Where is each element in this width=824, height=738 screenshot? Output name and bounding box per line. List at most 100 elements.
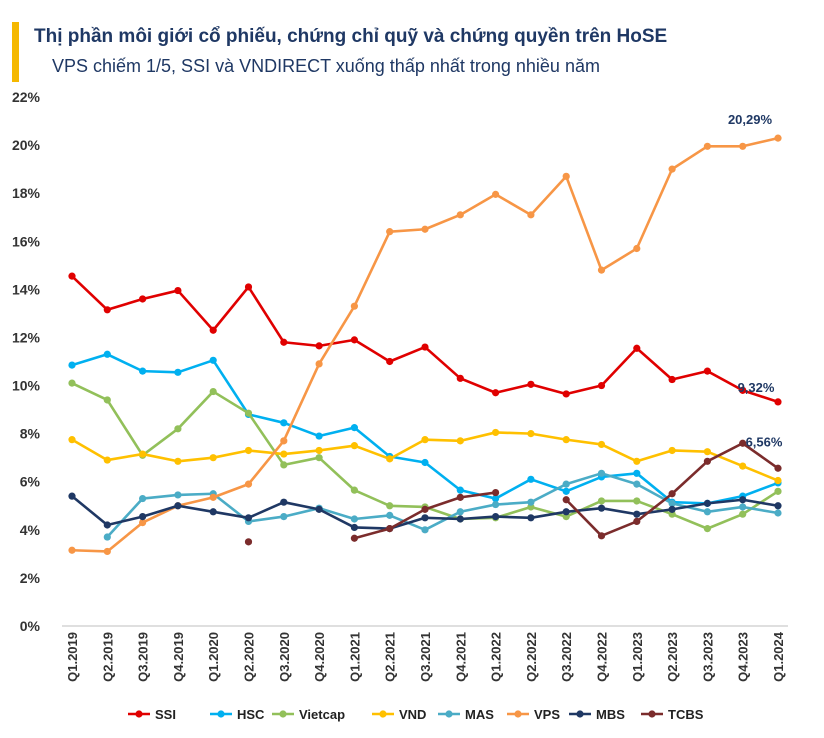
data-point-mas bbox=[633, 480, 641, 488]
data-point-ssi bbox=[139, 295, 147, 303]
data-point-tcbs bbox=[703, 457, 712, 465]
data-point-vps bbox=[244, 480, 253, 488]
data-point-ssi bbox=[315, 342, 323, 350]
y-tick-label: 14% bbox=[12, 281, 41, 297]
chart-title: Thị phần môi giới cổ phiếu, chứng chỉ qu… bbox=[34, 26, 668, 47]
data-point-vps bbox=[456, 211, 464, 219]
data-point-vietcap bbox=[386, 502, 394, 510]
x-tick-label: Q3.2021 bbox=[418, 632, 433, 682]
data-point-mas bbox=[456, 508, 464, 516]
legend-label-ssi: SSI bbox=[155, 707, 176, 722]
data-point-vps bbox=[597, 266, 606, 274]
data-point-ssi bbox=[421, 343, 429, 351]
data-point-mas bbox=[421, 526, 429, 534]
data-point-mas bbox=[386, 511, 394, 519]
data-point-vietcap bbox=[209, 387, 217, 396]
data-point-mbs bbox=[456, 515, 464, 523]
data-point-ssi bbox=[456, 374, 464, 382]
x-tick-label: Q1.2024 bbox=[771, 631, 786, 682]
data-point-tcbs bbox=[562, 496, 570, 504]
data-point-mbs bbox=[739, 496, 747, 504]
data-point-vps bbox=[209, 493, 217, 501]
data-point-tcbs bbox=[350, 534, 358, 542]
title-accent-bar bbox=[12, 22, 19, 82]
data-point-mbs bbox=[68, 492, 76, 500]
data-point-vietcap bbox=[315, 454, 323, 462]
data-point-vnd bbox=[774, 476, 782, 485]
data-point-ssi bbox=[244, 283, 253, 291]
data-point-mas bbox=[492, 500, 500, 509]
data-point-mbs bbox=[315, 505, 323, 513]
legend-label-vnd: VND bbox=[399, 707, 426, 722]
data-point-mas bbox=[350, 515, 358, 523]
data-point-hsc bbox=[68, 361, 76, 369]
y-tick-label: 20% bbox=[12, 137, 41, 153]
x-tick-label: Q2.2019 bbox=[100, 632, 115, 682]
data-point-vnd bbox=[350, 442, 358, 450]
data-point-vps bbox=[315, 360, 323, 368]
data-point-ssi bbox=[103, 306, 111, 314]
y-tick-label: 16% bbox=[12, 233, 41, 249]
data-point-tcbs bbox=[739, 439, 747, 447]
legend-marker-mbs bbox=[576, 710, 584, 718]
data-point-hsc bbox=[633, 469, 641, 477]
data-point-ssi bbox=[174, 286, 182, 295]
data-point-tcbs bbox=[386, 525, 394, 533]
data-point-mbs bbox=[421, 514, 429, 522]
x-tick-label: Q3.2020 bbox=[277, 632, 292, 682]
data-point-ssi bbox=[209, 326, 217, 334]
legend-label-tcbs: TCBS bbox=[668, 707, 704, 722]
data-point-vnd bbox=[103, 456, 111, 464]
data-point-vps bbox=[386, 228, 394, 236]
x-tick-label: Q4.2023 bbox=[736, 632, 751, 682]
data-point-hsc bbox=[492, 494, 500, 503]
y-tick-label: 4% bbox=[20, 522, 41, 538]
y-tick-label: 6% bbox=[20, 474, 41, 490]
data-point-mbs bbox=[244, 514, 253, 522]
data-point-mas bbox=[774, 509, 782, 517]
data-point-vietcap bbox=[103, 396, 111, 404]
data-point-ssi bbox=[668, 375, 676, 384]
x-tick-label: Q2.2021 bbox=[383, 632, 398, 682]
data-point-mas bbox=[527, 498, 535, 506]
data-point-vnd bbox=[703, 448, 712, 456]
data-point-tcbs bbox=[633, 517, 641, 526]
data-point-ssi bbox=[774, 398, 782, 406]
data-point-mbs bbox=[562, 508, 570, 516]
x-tick-label: Q4.2020 bbox=[312, 632, 327, 682]
data-point-mbs bbox=[703, 499, 712, 507]
data-point-tcbs bbox=[597, 532, 606, 540]
data-point-vietcap bbox=[774, 487, 782, 495]
x-tick-label: Q4.2022 bbox=[595, 632, 610, 682]
legend-label-hsc: HSC bbox=[237, 707, 265, 722]
data-point-vietcap bbox=[350, 486, 358, 494]
data-point-vps bbox=[668, 165, 676, 173]
data-point-vnd bbox=[280, 450, 288, 458]
data-point-mbs bbox=[209, 508, 217, 516]
data-point-ssi bbox=[386, 357, 394, 366]
data-point-mbs bbox=[280, 498, 288, 506]
data-label-tcbs: 6,56% bbox=[746, 434, 783, 449]
legend-label-vietcap: Vietcap bbox=[299, 707, 345, 722]
data-point-vnd bbox=[739, 462, 747, 470]
data-point-vps bbox=[562, 172, 570, 180]
data-point-hsc bbox=[562, 487, 570, 495]
data-point-hsc bbox=[421, 458, 429, 467]
legend-marker-hsc bbox=[217, 710, 225, 718]
data-point-vnd bbox=[421, 436, 429, 444]
data-point-vps bbox=[739, 142, 747, 150]
data-point-vnd bbox=[597, 440, 606, 449]
data-point-mbs bbox=[527, 514, 535, 522]
data-point-vps bbox=[492, 190, 500, 198]
data-point-vnd bbox=[527, 430, 535, 438]
series-line-mas bbox=[106, 472, 779, 538]
legend-label-vps: VPS bbox=[534, 707, 560, 722]
data-point-mbs bbox=[633, 510, 641, 518]
data-point-mas bbox=[562, 480, 570, 488]
data-point-mbs bbox=[774, 502, 782, 510]
data-point-vietcap bbox=[597, 497, 606, 505]
data-point-mbs bbox=[492, 512, 500, 521]
data-point-mbs bbox=[350, 523, 358, 532]
data-point-vps bbox=[139, 519, 147, 527]
y-tick-label: 10% bbox=[12, 378, 41, 394]
